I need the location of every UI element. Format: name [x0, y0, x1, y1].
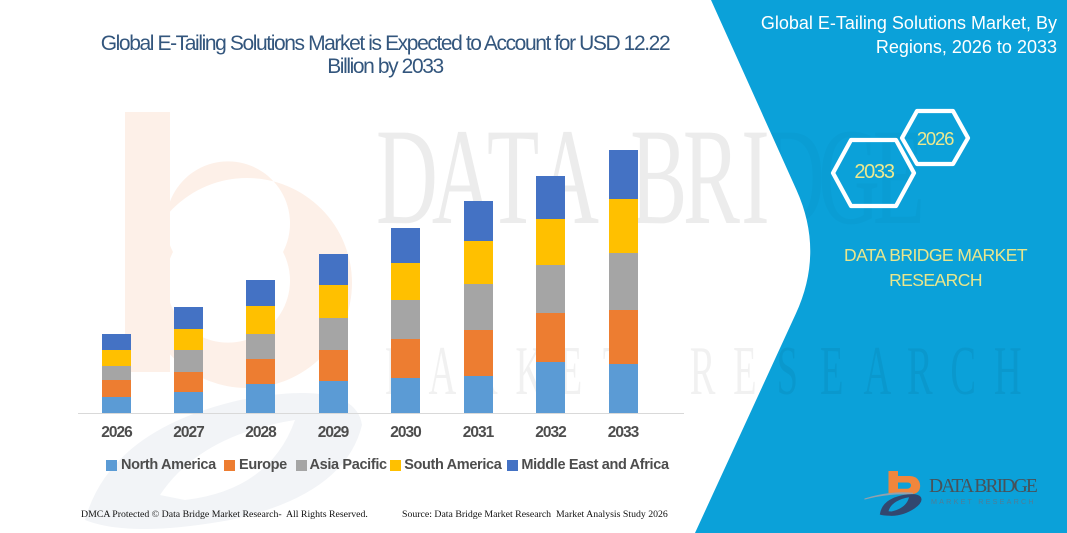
svg-text:A: A — [863, 333, 891, 410]
svg-text:T: T — [487, 100, 539, 253]
svg-text:R: R — [690, 333, 716, 410]
svg-text:R: R — [683, 100, 740, 253]
svg-text:E: E — [733, 333, 757, 410]
svg-text:R: R — [907, 333, 933, 410]
svg-text:E: E — [820, 333, 844, 410]
svg-text:B: B — [630, 100, 687, 253]
svg-text:C: C — [950, 333, 976, 410]
svg-text:D: D — [763, 100, 825, 253]
svg-text:A: A — [428, 333, 456, 410]
svg-text:I: I — [741, 100, 769, 253]
svg-text:S: S — [777, 333, 798, 410]
svg-text:H: H — [994, 333, 1022, 410]
